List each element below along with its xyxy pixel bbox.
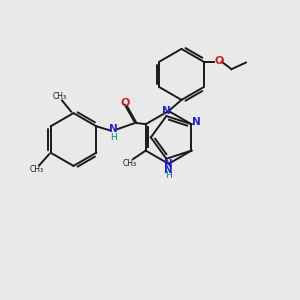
Text: N: N [164,159,172,169]
Text: N: N [162,106,171,116]
Text: CH₃: CH₃ [53,92,67,101]
Text: N: N [192,117,201,128]
Text: O: O [214,56,224,66]
Text: H: H [165,171,171,180]
Text: CH₃: CH₃ [29,165,43,174]
Text: O: O [121,98,130,108]
Text: CH₃: CH₃ [122,159,136,168]
Text: H: H [110,133,117,142]
Text: N: N [164,165,172,175]
Text: N: N [109,124,118,134]
